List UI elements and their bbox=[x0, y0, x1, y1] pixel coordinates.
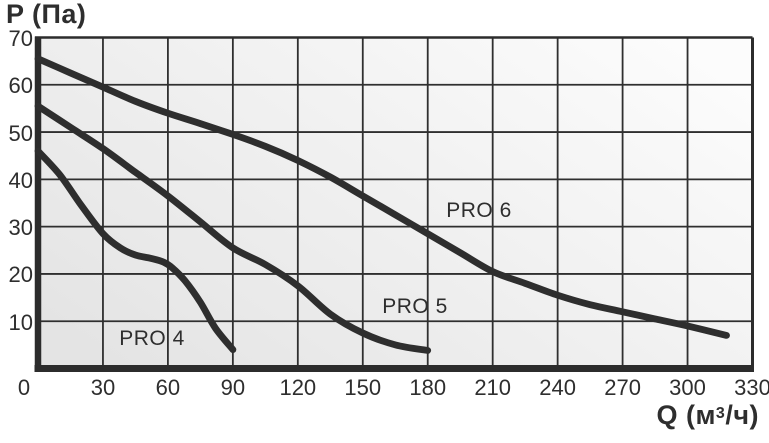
x-tick-label: 60 bbox=[155, 375, 181, 400]
curve-pro-4 bbox=[34, 147, 237, 353]
y-tick-label: 40 bbox=[8, 167, 33, 193]
x-tick-label: 240 bbox=[539, 375, 576, 400]
x-tick-label: 330 bbox=[734, 375, 769, 400]
y-tick-label: 20 bbox=[8, 262, 33, 288]
x-tick-label: 0 bbox=[17, 375, 31, 400]
x-axis-title-superscript: 3 bbox=[715, 405, 726, 422]
y-tick-label: 50 bbox=[8, 120, 33, 146]
x-tick-label: 150 bbox=[344, 375, 382, 400]
curve-label-pro4: PRO 4 bbox=[119, 327, 185, 350]
x-axis-title-part2: /ч) bbox=[725, 400, 759, 430]
x-axis-title-part1: Q (м bbox=[656, 400, 716, 430]
curve-pro-5 bbox=[34, 102, 432, 354]
curve-label-pro6: PRO 6 bbox=[446, 199, 512, 222]
x-tick-label: 210 bbox=[474, 375, 512, 400]
x-tick-label: 120 bbox=[279, 375, 317, 400]
curve-pro-6 bbox=[34, 55, 730, 339]
y-tick-label: 70 bbox=[8, 26, 33, 51]
y-tick-label: 10 bbox=[8, 309, 33, 335]
x-axis-title: Q (м3/ч) bbox=[656, 400, 759, 431]
x-tick-label: 180 bbox=[409, 375, 447, 400]
y-axis-title-text: P (Па) bbox=[6, 0, 87, 29]
y-tick-label: 60 bbox=[8, 73, 33, 99]
curve-label-pro5: PRO 5 bbox=[382, 295, 448, 318]
x-tick-label: 300 bbox=[669, 375, 706, 400]
y-axis-title: P (Па) bbox=[6, 0, 86, 30]
x-tick-label: 30 bbox=[90, 375, 116, 400]
x-tick-label: 270 bbox=[604, 375, 641, 400]
x-tick-label: 90 bbox=[220, 375, 246, 400]
y-tick-label: 30 bbox=[8, 215, 33, 241]
